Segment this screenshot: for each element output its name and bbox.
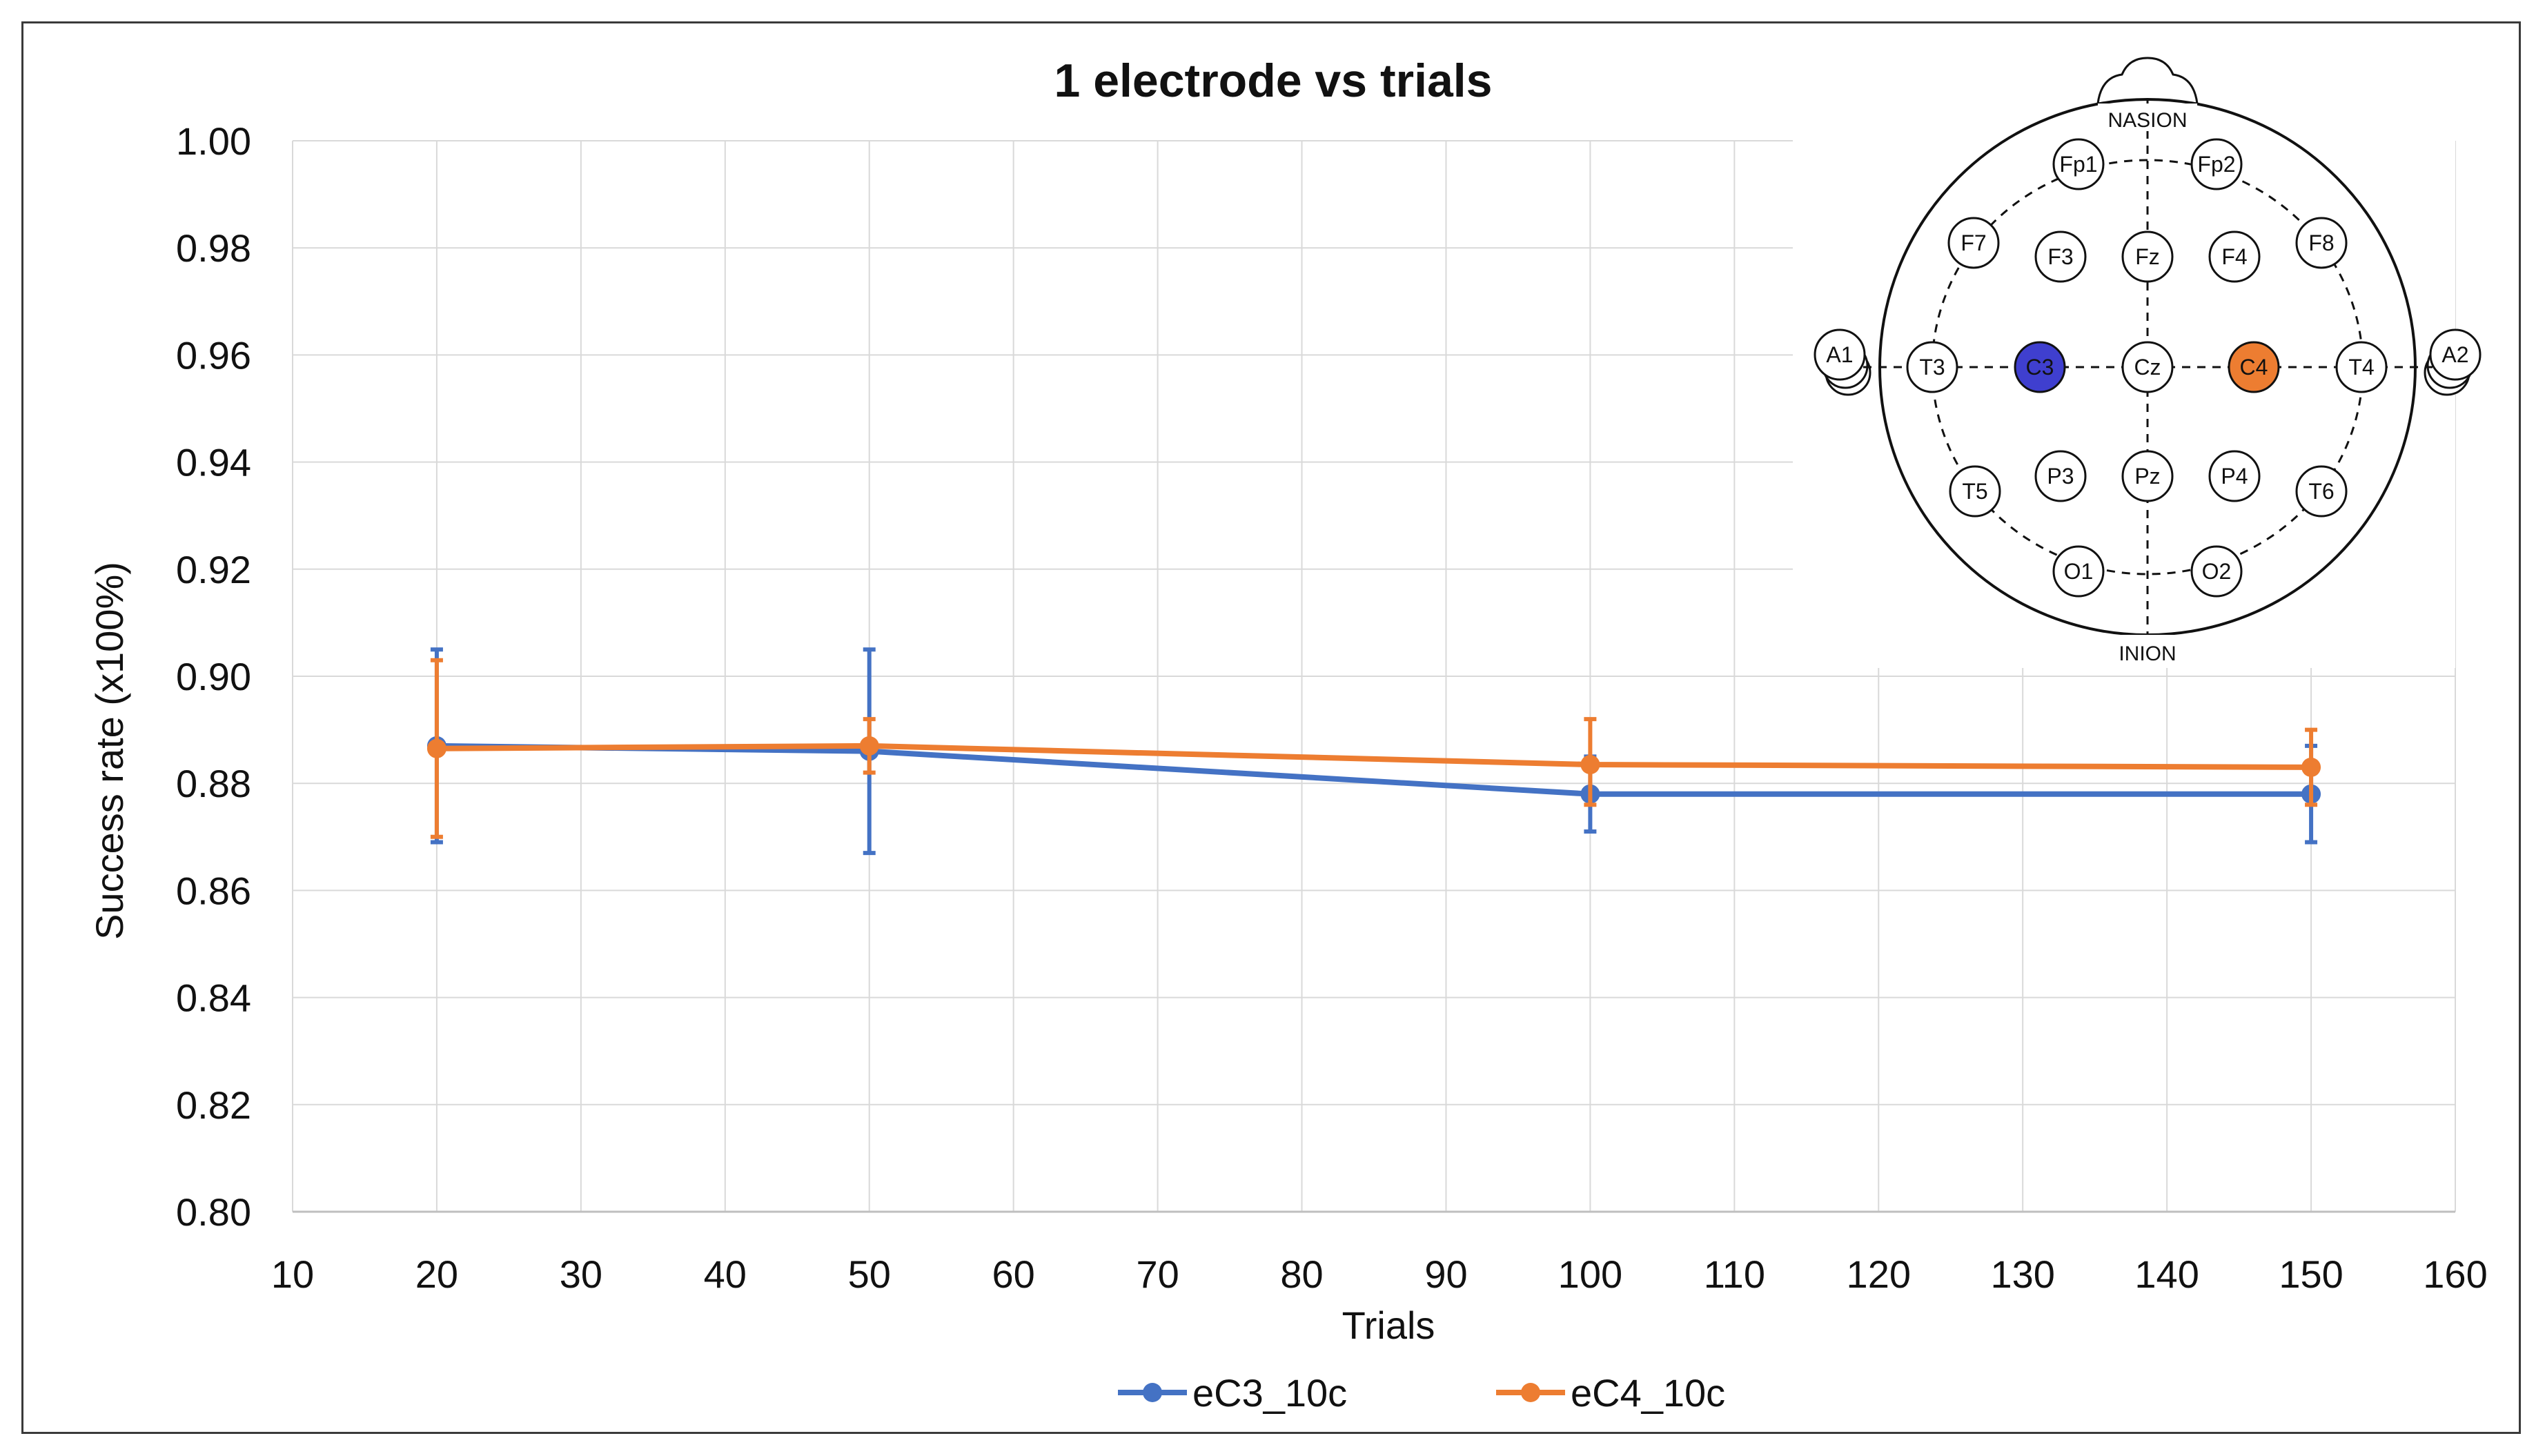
y-tick-label: 0.90 bbox=[176, 655, 251, 698]
electrode-fp1 bbox=[2052, 138, 2105, 190]
electrode-p4 bbox=[2208, 450, 2261, 502]
electrode-label: F3 bbox=[2047, 244, 2073, 269]
electrode-label: O1 bbox=[2064, 559, 2094, 584]
y-tick-label: 0.94 bbox=[176, 441, 251, 484]
x-tick-label: 160 bbox=[2423, 1252, 2487, 1296]
series-layer bbox=[426, 647, 2321, 856]
y-axis-label: Success rate (x100%) bbox=[88, 562, 131, 940]
electrode-f8 bbox=[2295, 217, 2348, 269]
electrode-label: T6 bbox=[2308, 479, 2334, 504]
electrode-o2 bbox=[2190, 545, 2243, 598]
x-tick-label: 110 bbox=[1704, 1252, 1765, 1296]
electrode-a1 bbox=[1814, 328, 1866, 381]
x-tick-label: 120 bbox=[1847, 1252, 1911, 1296]
y-tick-label: 0.86 bbox=[176, 869, 251, 912]
x-tick-label: 30 bbox=[560, 1252, 602, 1296]
series-line bbox=[436, 742, 2312, 797]
electrode-t4 bbox=[2335, 341, 2388, 393]
legend-marker bbox=[1143, 1383, 1162, 1402]
electrode-label: P3 bbox=[2047, 464, 2074, 489]
legend-label: eC4_10c bbox=[1571, 1371, 1725, 1415]
series-line bbox=[436, 742, 2312, 770]
electrode-label: T5 bbox=[1962, 479, 1987, 504]
electrode-t6 bbox=[2295, 465, 2348, 518]
electrode-f7 bbox=[1947, 217, 2000, 269]
legend-marker bbox=[1521, 1383, 1540, 1402]
electrode-label: T4 bbox=[2348, 355, 2374, 380]
electrode-fp2 bbox=[2190, 138, 2243, 190]
y-tick-label: 0.98 bbox=[176, 226, 251, 270]
x-tick-label: 60 bbox=[992, 1252, 1035, 1296]
electrode-label: C3 bbox=[2026, 355, 2054, 380]
data-point bbox=[2301, 757, 2321, 777]
electrode-label: Pz bbox=[2134, 464, 2160, 489]
electrode-t3 bbox=[1906, 341, 1958, 393]
electrode-c3 bbox=[2014, 341, 2066, 393]
electrode-label: F7 bbox=[1961, 230, 1986, 255]
electrode-cz bbox=[2121, 341, 2174, 393]
y-tick-label: 1.00 bbox=[176, 119, 251, 163]
x-tick-label: 140 bbox=[2134, 1252, 2199, 1296]
electrode-a2 bbox=[2429, 328, 2482, 381]
x-axis-label: Trials bbox=[1342, 1303, 1435, 1347]
y-tick-label: 0.84 bbox=[176, 976, 251, 1020]
electrode-pz bbox=[2121, 450, 2174, 502]
chart-title: 1 electrode vs trials bbox=[1054, 55, 1492, 107]
inion-label: INION bbox=[2119, 642, 2176, 665]
electrode-label: Fp1 bbox=[2059, 152, 2097, 177]
x-tick-label: 50 bbox=[848, 1252, 891, 1296]
y-tick-label: 0.80 bbox=[176, 1190, 251, 1234]
electrode-f4 bbox=[2208, 230, 2261, 283]
y-tick-label: 0.92 bbox=[176, 548, 251, 591]
electrode-c4 bbox=[2228, 341, 2280, 393]
data-point bbox=[859, 736, 879, 756]
electrode-label: O2 bbox=[2202, 559, 2232, 584]
series-ec3-10c bbox=[426, 647, 2321, 856]
y-tick-labels: 0.80 0.82 0.84 0.86 0.88 0.90 0.92 0.94 0.96 0.98… bbox=[176, 119, 251, 1234]
legend: eC3_10c eC4_10c bbox=[1118, 1371, 1725, 1415]
x-tick-label: 80 bbox=[1280, 1252, 1323, 1296]
nasion-label-background bbox=[2098, 104, 2197, 131]
x-tick-label: 10 bbox=[271, 1252, 314, 1296]
inion-label-background bbox=[2103, 635, 2192, 662]
electrode-label: Fp2 bbox=[2197, 152, 2235, 177]
series-ec4-10c bbox=[426, 658, 2321, 839]
y-tick-label: 0.88 bbox=[176, 762, 251, 805]
electrode-o1 bbox=[2052, 545, 2105, 598]
nasion-label: NASION bbox=[2107, 109, 2187, 132]
x-tick-label: 150 bbox=[2279, 1252, 2343, 1296]
legend-label: eC3_10c bbox=[1192, 1371, 1347, 1415]
x-tick-labels: 10 20 30 40 50 60 70 80 90 100 110 120 130 140 150 160 bbox=[271, 1252, 2488, 1296]
electrode-f3 bbox=[2034, 230, 2087, 283]
electrode-label: F8 bbox=[2308, 230, 2334, 255]
x-tick-label: 100 bbox=[1558, 1252, 1622, 1296]
electrode-label: P4 bbox=[2221, 464, 2248, 489]
data-point bbox=[426, 738, 446, 758]
electrode-label: C4 bbox=[2240, 355, 2268, 380]
electrode-map-inset: NASION INION Fp1 Fp2 F7 F3 Fz F4 F8 A1 T3 C3 Cz C4 T4 A… bbox=[1793, 57, 2482, 668]
electrode-label: A2 bbox=[2441, 342, 2468, 367]
x-tick-label: 70 bbox=[1136, 1252, 1179, 1296]
x-tick-label: 130 bbox=[1990, 1252, 2054, 1296]
electrode-fz bbox=[2121, 230, 2174, 283]
x-tick-label: 20 bbox=[415, 1252, 458, 1296]
x-tick-label: 40 bbox=[704, 1252, 747, 1296]
data-point bbox=[1580, 755, 1600, 775]
nose-outline bbox=[2096, 57, 2199, 104]
electrode-p3 bbox=[2034, 450, 2087, 502]
x-tick-label: 90 bbox=[1424, 1252, 1467, 1296]
electrode-label: Fz bbox=[2135, 244, 2160, 269]
electrode-label: T3 bbox=[1919, 355, 1945, 380]
electrode-label: Cz bbox=[2134, 355, 2161, 380]
y-tick-label: 0.96 bbox=[176, 333, 251, 377]
electrode-label: F4 bbox=[2221, 244, 2247, 269]
electrode-label: A1 bbox=[1826, 342, 1853, 367]
y-tick-label: 0.82 bbox=[176, 1083, 251, 1127]
electrode-t5 bbox=[1949, 465, 2001, 518]
